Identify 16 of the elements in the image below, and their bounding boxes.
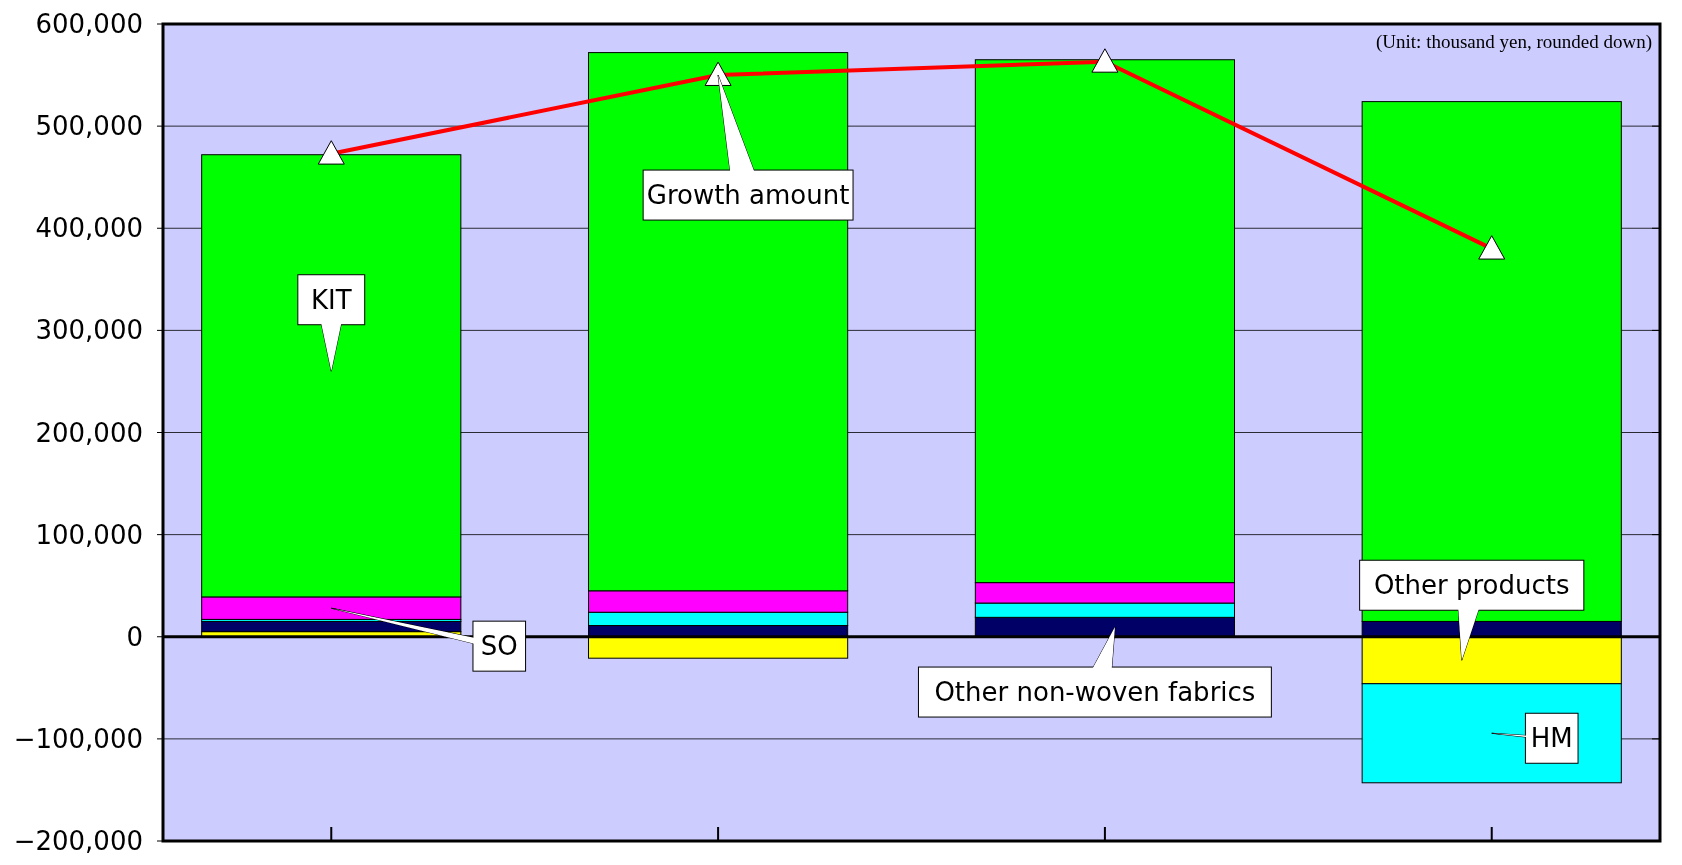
callout-box: Growth amount xyxy=(642,74,854,221)
series-label: Other non-woven fabrics xyxy=(934,677,1256,708)
series-label: SO xyxy=(480,631,518,662)
annotation: (Unit: thousand yen, rounded down) xyxy=(1376,31,1652,53)
y-tick-label: 200,000 xyxy=(35,417,143,448)
y-tick-label: −200,000 xyxy=(13,826,143,856)
series-label: KIT xyxy=(310,284,352,315)
y-tick-label: 600,000 xyxy=(35,9,143,39)
y-tick-label: 400,000 xyxy=(35,213,143,244)
y-tick-label: 100,000 xyxy=(35,519,143,550)
y-tick-label: −100,000 xyxy=(13,723,143,754)
y-tick-label: 300,000 xyxy=(35,315,143,346)
y-tick-label: 500,000 xyxy=(35,111,143,142)
series-label: HM xyxy=(1530,723,1573,754)
y-tick-label: 0 xyxy=(126,621,143,652)
series-label: Other products xyxy=(1373,570,1570,601)
